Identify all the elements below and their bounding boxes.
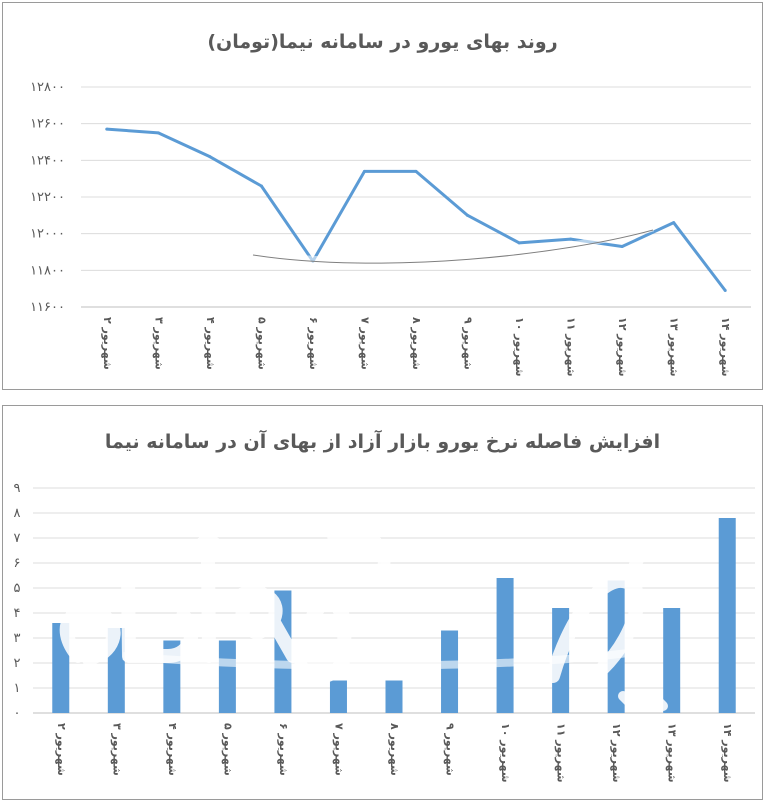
x-tick-label: ۸ شهریور xyxy=(388,723,401,776)
y-tick-label: ۷ xyxy=(14,531,21,546)
bar xyxy=(218,640,236,713)
x-tick-label: ۱۲ شهریور xyxy=(610,723,623,783)
bar xyxy=(663,608,681,713)
x-tick-label: ۲ شهریور xyxy=(55,723,68,776)
x-tick-label: ۷ شهریور xyxy=(332,723,345,776)
x-tick-label: ۱۳ شهریور xyxy=(668,317,681,377)
x-tick-label: ۱۰ شهریور xyxy=(499,723,512,783)
x-tick-label: ۱۱ شهریور xyxy=(555,723,568,783)
data-point xyxy=(105,127,109,131)
data-point xyxy=(723,289,727,292)
watermark-swoosh xyxy=(252,224,654,265)
bar xyxy=(441,630,459,713)
watermark-stroke xyxy=(231,585,300,663)
x-tick-label: ۱۴ شهریور xyxy=(721,723,734,783)
x-tick-label: ۵ شهریور xyxy=(221,723,234,776)
data-point xyxy=(208,155,212,159)
bar xyxy=(718,518,736,713)
watermark-stroke xyxy=(59,604,121,665)
bar-chart-title: افزایش فاصله نرخ یورو بازار آزاد از بهای… xyxy=(104,431,661,453)
y-tick-label: ۰ xyxy=(14,706,21,721)
watermark-stroke xyxy=(294,596,352,684)
x-tick-label: ۳ شهریور xyxy=(110,723,123,776)
watermark-stroke xyxy=(59,191,121,252)
watermark-stroke xyxy=(327,527,391,572)
line-chart-svg: ۱۱۶۰۰ ۱۱۸۰۰ ۱۲۰۰۰ ۱۲۲۰۰ ۱۲۴۰۰ ۱۲۶۰۰ ۱۲۸۰۰ ۲ شهر… xyxy=(30,80,751,377)
bar-chart-panel: افزایش فاصله نرخ یورو بازار آزاد از بهای… xyxy=(2,405,763,800)
x-tick-label: ۳ شهریور xyxy=(152,317,165,370)
watermark-stroke xyxy=(121,156,199,250)
line-chart-title: روند بهای یورو در سامانه نیما(تومان) xyxy=(207,31,558,53)
x-tick-label: ۹ شهریور xyxy=(462,317,475,370)
data-point xyxy=(672,221,676,225)
bar xyxy=(329,680,347,713)
data-point xyxy=(517,241,521,245)
x-tick-label: ۱۰ شهریور xyxy=(513,317,526,377)
y-tick-label: ۱۲۴۰۰ xyxy=(30,153,65,168)
x-tick-label: ۱۲ شهریور xyxy=(616,317,629,377)
y-tick-label: ۱۲۸۰۰ xyxy=(30,80,65,95)
bar xyxy=(385,680,403,713)
x-tick-label: ۹ شهریور xyxy=(444,723,457,776)
y-tick-label: ۳ xyxy=(14,631,21,646)
y-tick-label: ۲ xyxy=(14,656,21,671)
watermark-stroke xyxy=(191,121,230,250)
y-tick-label: ۱۲۲۰۰ xyxy=(30,190,65,205)
data-point xyxy=(620,245,624,248)
data-point xyxy=(466,213,470,217)
y-tick-label: ۱۲۶۰۰ xyxy=(30,117,65,132)
data-point xyxy=(362,169,366,173)
x-tick-label: ۵ شهریور xyxy=(255,317,268,370)
y-tick-label: ۱ xyxy=(14,681,21,696)
x-tick-label: ۴ شهریور xyxy=(166,723,179,776)
y-tick-label: ۶ xyxy=(14,556,21,571)
y-tick-label: ۸ xyxy=(14,506,21,521)
x-tick-label: ۱۱ شهریور xyxy=(565,317,578,377)
data-point xyxy=(414,169,418,173)
y-tick-label: ۱۱۸۰۰ xyxy=(30,263,65,278)
x-tick-label: ۷ شهریور xyxy=(358,317,371,370)
watermark-stroke xyxy=(618,128,668,298)
watermark xyxy=(59,114,668,298)
y-tick-label: ۵ xyxy=(14,581,21,596)
watermark-stroke xyxy=(191,534,230,663)
x-tick-label: ۸ شهریور xyxy=(410,317,423,370)
watermark xyxy=(59,527,668,711)
x-tick-label: ۴ شهریور xyxy=(204,317,217,370)
x-tick-label: ۱۳ شهریور xyxy=(666,723,679,783)
watermark-swoosh-outline xyxy=(252,229,654,264)
data-point xyxy=(569,237,573,241)
x-tick-label: ۶ شهریور xyxy=(307,317,320,370)
watermark-stroke xyxy=(327,114,391,159)
y-tick-label: ۴ xyxy=(14,606,21,621)
data-point xyxy=(156,131,160,135)
bar xyxy=(496,578,514,713)
watermark-stroke xyxy=(231,172,300,250)
watermark-stroke xyxy=(546,573,645,683)
watermark-swoosh xyxy=(122,647,644,670)
watermark-stroke xyxy=(618,541,668,711)
y-tick-label: ۱۱۶۰۰ xyxy=(30,300,65,315)
y-tick-label: ۹ xyxy=(14,481,21,496)
y-tick-label: ۱۲۰۰۰ xyxy=(30,227,65,242)
x-tick-label: ۱۴ شهریور xyxy=(719,317,732,377)
x-tick-label: ۲ شهریور xyxy=(101,317,114,370)
line-chart-panel: روند بهای یورو در سامانه نیما(تومان) ۱۱۶… xyxy=(2,2,763,390)
bar-chart-svg: ۰ ۱ ۲ ۳ ۴ ۵ ۶ ۷ ۸ ۹ ۲ شهریور ۳ شهریور ۴ شهریور ۵ شهری… xyxy=(14,481,755,783)
x-tick-label: ۶ شهریور xyxy=(277,723,290,776)
data-point xyxy=(259,184,263,188)
